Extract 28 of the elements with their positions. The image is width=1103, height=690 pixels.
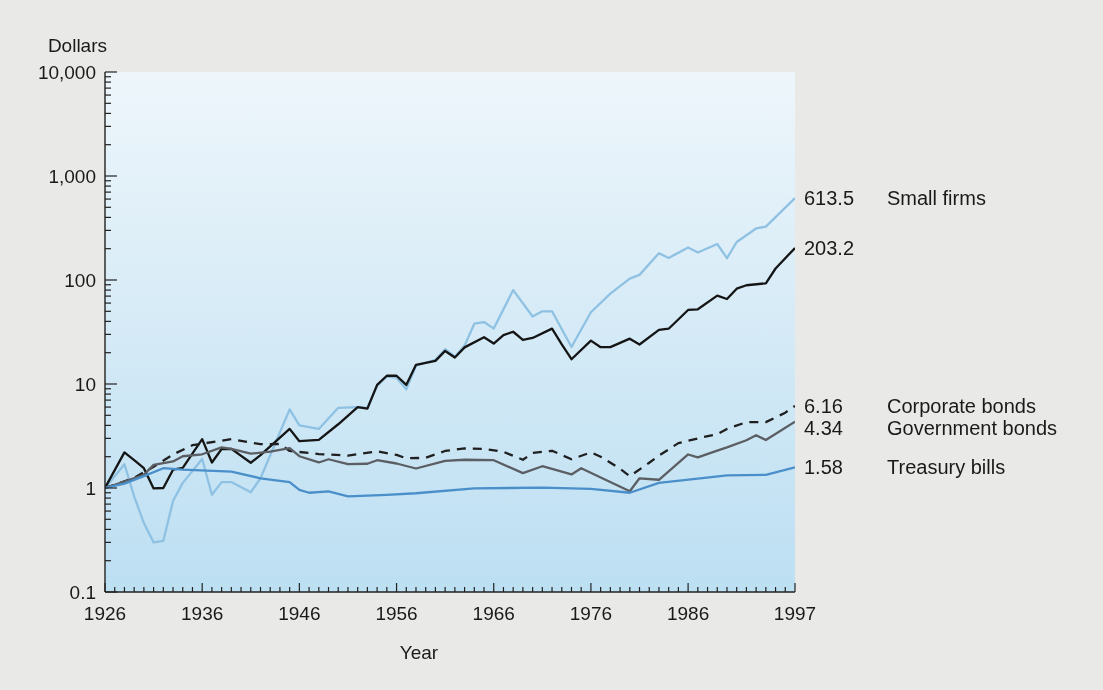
y-tick-label: 0.1 [69,581,96,603]
text: Small firms [887,187,986,210]
text: Government bonds [887,416,1058,439]
x-tick-label: 1976 [569,602,613,624]
x-tick-label: 1956 [375,602,418,624]
y-tick-label: 1 [85,477,96,499]
data-label: 4.34 [804,416,843,439]
y-axis-title: Dollars [47,34,107,56]
text: Treasury bills [887,456,1006,479]
y-tick-label: 100 [64,269,96,291]
text: Corporate bonds [887,394,1036,417]
data-label: 203.2 [804,236,855,259]
x-tick-label: 1936 [181,602,224,624]
y-tick-label: 1,000 [48,165,96,187]
x-tick-label: 1986 [666,602,710,624]
y-tick-label: 10 [74,373,96,395]
x-tick-label: 1946 [278,602,321,624]
line-series [105,246,795,490]
line-series [105,196,795,544]
line-series [105,466,795,498]
y-tick-label: 10,000 [37,61,96,83]
x-tick-label: 1997 [773,602,817,624]
x-axis-title: Year [399,641,439,663]
data-label: 613.5 [804,187,855,210]
x-tick-label: 1926 [83,602,127,624]
x-tick-label: 1966 [472,602,515,624]
data-label: 1.58 [804,456,843,479]
data-label: 6.16 [804,394,843,417]
